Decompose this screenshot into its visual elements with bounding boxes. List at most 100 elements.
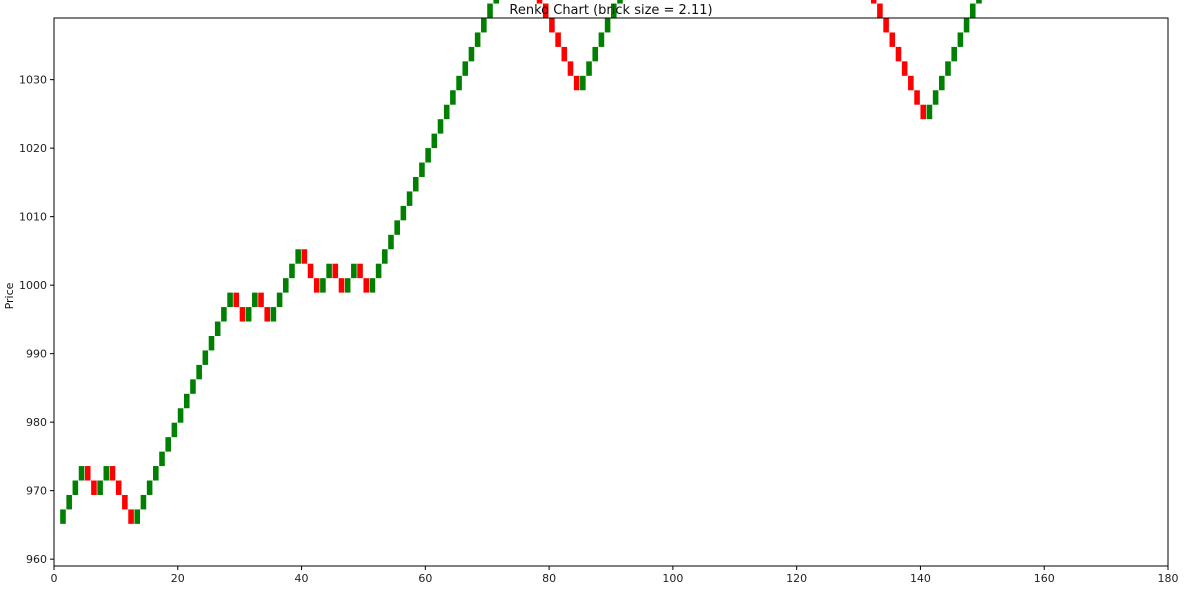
renko-brick-down — [920, 104, 927, 120]
renko-brick-up — [493, 0, 499, 4]
renko-brick-up — [462, 61, 469, 76]
renko-brick-up — [351, 263, 357, 279]
x-tick-label: 180 — [1158, 572, 1179, 585]
renko-brick-down — [258, 292, 264, 308]
renko-brick-up — [72, 480, 79, 495]
renko-brick-down — [332, 263, 339, 279]
renko-brick-up — [202, 350, 209, 365]
renko-brick-up — [939, 75, 945, 91]
y-axis: 960 970 980 990 1000 1010 1020 1030 — [19, 74, 54, 566]
renko-brick-down — [914, 90, 920, 105]
y-tick-label: 1000 — [19, 279, 47, 292]
renko-brick-up — [78, 466, 85, 481]
renko-brick-up — [437, 119, 444, 134]
renko-brick-up — [394, 220, 400, 235]
renko-brick-down — [128, 509, 134, 524]
y-tick-label: 960 — [26, 553, 47, 566]
renko-brick-up — [611, 3, 617, 18]
renko-brick-down — [239, 307, 246, 322]
renko-brick-up — [214, 321, 221, 336]
renko-brick-up — [171, 422, 178, 438]
renko-brick-up — [926, 104, 933, 120]
renko-brick-up — [227, 292, 233, 308]
renko-brick-up — [580, 75, 586, 91]
x-tick-label: 100 — [662, 572, 683, 585]
renko-brick-up — [153, 466, 159, 481]
renko-brick-up — [103, 466, 110, 481]
renko-brick-up — [177, 408, 184, 423]
renko-brick-up — [951, 46, 957, 62]
renko-brick-up — [945, 61, 951, 76]
renko-brick-up — [932, 90, 939, 105]
renko-brick-down — [91, 480, 97, 495]
renko-brick-down — [363, 278, 370, 293]
renko-brick-up — [443, 104, 450, 120]
renko-brick-up — [412, 176, 419, 192]
renko-brick-up — [295, 249, 301, 264]
x-tick-label: 60 — [418, 572, 432, 585]
renko-brick-up — [97, 480, 103, 495]
renko-brick-up — [963, 18, 970, 33]
renko-brick-up — [481, 18, 487, 33]
renko-brick-down — [307, 263, 314, 279]
renko-brick-up — [344, 278, 351, 293]
renko-brick-up — [165, 437, 171, 452]
renko-brick-up — [221, 307, 227, 322]
renko-brick-up — [406, 191, 413, 206]
renko-brick-up — [957, 32, 964, 47]
renko-brick-up — [60, 509, 66, 524]
renko-brick-up — [134, 509, 141, 524]
renko-brick-up — [208, 335, 215, 351]
renko-brick-up — [320, 278, 326, 293]
x-tick-label: 80 — [542, 572, 556, 585]
renko-brick-up — [450, 90, 456, 105]
renko-brick-up — [159, 451, 165, 467]
renko-brick-up — [388, 234, 394, 250]
y-tick-label: 1010 — [19, 211, 47, 224]
renko-brick-up — [196, 364, 202, 380]
renko-brick-down — [561, 46, 568, 62]
renko-brick-up — [183, 393, 190, 409]
renko-brick-up — [487, 3, 493, 18]
renko-brick-down — [313, 278, 320, 293]
renko-brick-up — [282, 278, 289, 293]
renko-brick-down — [536, 0, 543, 4]
renko-brick-down — [895, 46, 902, 62]
x-tick-label: 20 — [171, 572, 185, 585]
renko-brick-up — [969, 3, 976, 18]
renko-brick-up — [976, 0, 982, 4]
renko-brick-down — [889, 32, 896, 47]
renko-brick-up — [431, 133, 438, 149]
renko-brick-down — [567, 61, 574, 76]
renko-brick-up — [252, 292, 258, 308]
renko-brick-up — [468, 46, 475, 62]
renko-brick-up — [245, 307, 252, 322]
renko-brick-up — [604, 18, 611, 33]
renko-brick-down — [115, 480, 122, 495]
renko-brick-down — [555, 32, 561, 47]
y-tick-label: 970 — [26, 485, 47, 498]
renko-brick-up — [146, 480, 153, 495]
x-tick-label: 160 — [1034, 572, 1055, 585]
renko-brick-up — [270, 307, 277, 322]
y-tick-label: 980 — [26, 416, 47, 429]
x-tick-label: 40 — [295, 572, 309, 585]
renko-brick-up — [592, 46, 599, 62]
renko-brick-up — [456, 75, 462, 91]
renko-brick-down — [357, 263, 363, 279]
x-tick-label: 0 — [51, 572, 58, 585]
renko-brick-up — [400, 205, 407, 221]
x-axis: 0 20 40 60 80 100 120 140 160 180 — [51, 566, 1179, 585]
renko-brick-up — [326, 263, 332, 279]
renko-brick-down — [301, 249, 308, 264]
renko-brick-down — [542, 3, 549, 18]
renko-brick-down — [870, 0, 877, 4]
plot-frame — [53, 17, 1169, 567]
y-tick-label: 1030 — [19, 74, 47, 87]
renko-brick-down — [908, 75, 914, 91]
renko-brick-down — [264, 307, 271, 322]
renko-bricks — [60, 0, 982, 524]
renko-brick-up — [474, 32, 481, 47]
renko-brick-up — [66, 494, 72, 510]
renko-brick-down — [233, 292, 240, 308]
